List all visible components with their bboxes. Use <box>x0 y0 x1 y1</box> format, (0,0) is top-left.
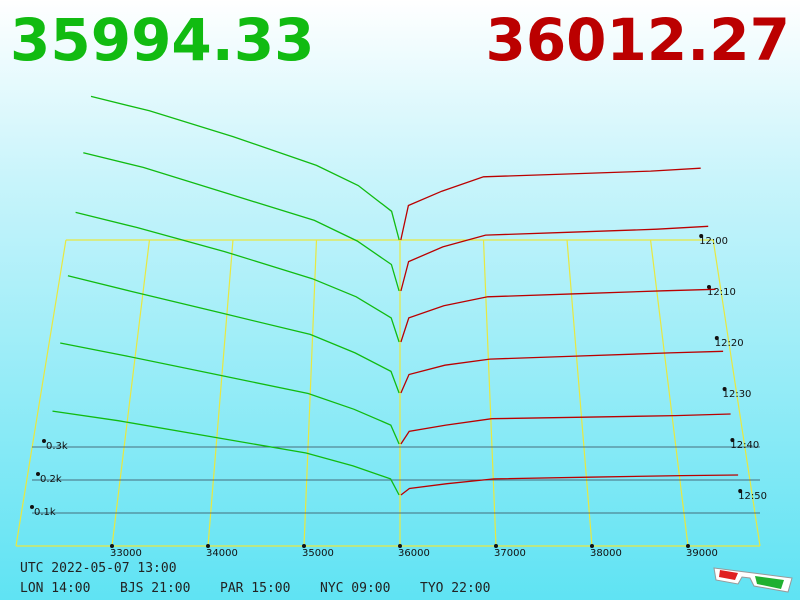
ask-depth-line <box>400 413 731 445</box>
bid-depth-line <box>67 275 400 394</box>
timezone: NYC 09:00 <box>320 581 390 596</box>
timezone: BJS 21:00 <box>120 581 190 596</box>
bid-depth-line <box>52 410 400 496</box>
depth-tick-label: 0.3k <box>46 441 68 452</box>
ask-depth-line <box>400 225 709 292</box>
grid-line <box>566 239 593 547</box>
grid-line <box>207 239 234 547</box>
grid-line <box>482 239 497 547</box>
ask-depth-line <box>400 288 716 343</box>
timezone: PAR 15:00 <box>220 581 290 596</box>
bid-price: 35994.33 <box>10 6 315 74</box>
tick-dot <box>36 472 40 476</box>
time-tick-label: 12:50 <box>738 491 767 502</box>
tick-dot <box>110 544 114 548</box>
tick-dot <box>686 544 690 548</box>
x-tick-label: 35000 <box>302 548 334 559</box>
x-tick-label: 36000 <box>398 548 430 559</box>
glasses-icon <box>713 567 793 593</box>
time-tick-label: 12:10 <box>707 287 736 298</box>
tick-dot <box>398 544 402 548</box>
tick-dot <box>699 234 704 238</box>
ask-depth-line <box>400 350 724 394</box>
bid-depth-line <box>60 342 400 445</box>
grid-line <box>303 239 318 547</box>
floor-left-edge <box>15 239 67 547</box>
timezone: TYO 22:00 <box>420 581 490 596</box>
x-tick-label: 33000 <box>110 548 142 559</box>
time-tick-label: 12:30 <box>723 389 752 400</box>
depth-tick-label: 0.2k <box>40 474 62 485</box>
utc-time: UTC 2022-05-07 13:00 <box>20 561 177 576</box>
x-tick-label: 38000 <box>590 548 622 559</box>
tick-dot <box>590 544 594 548</box>
x-tick-label: 39000 <box>686 548 718 559</box>
bid-depth-line <box>90 95 400 241</box>
ask-depth-line <box>400 474 739 496</box>
tick-dot <box>738 489 743 493</box>
tick-dot <box>206 544 210 548</box>
tick-dot <box>730 438 735 442</box>
time-tick-label: 12:20 <box>715 338 744 349</box>
tick-dot <box>30 505 34 509</box>
tick-dot <box>722 387 727 391</box>
bid-depth-line <box>75 211 400 343</box>
time-tick-label: 12:40 <box>730 440 759 451</box>
x-tick-label: 34000 <box>206 548 238 559</box>
depth-tick-label: 0.1k <box>34 507 56 518</box>
x-tick-label: 37000 <box>494 548 526 559</box>
bid-depth-line <box>83 152 400 292</box>
time-tick-label: 12:00 <box>699 236 728 247</box>
tick-dot <box>302 544 306 548</box>
tick-dot <box>707 285 711 289</box>
floor-right-edge <box>712 239 761 547</box>
ask-price: 36012.27 <box>485 6 790 74</box>
grid-line <box>111 239 151 547</box>
timezone: LON 14:00 <box>20 581 90 596</box>
tick-dot <box>42 439 46 443</box>
tick-dot <box>494 544 498 548</box>
ask-depth-line <box>400 167 701 241</box>
tick-dot <box>714 336 719 340</box>
grid-line <box>649 239 689 547</box>
